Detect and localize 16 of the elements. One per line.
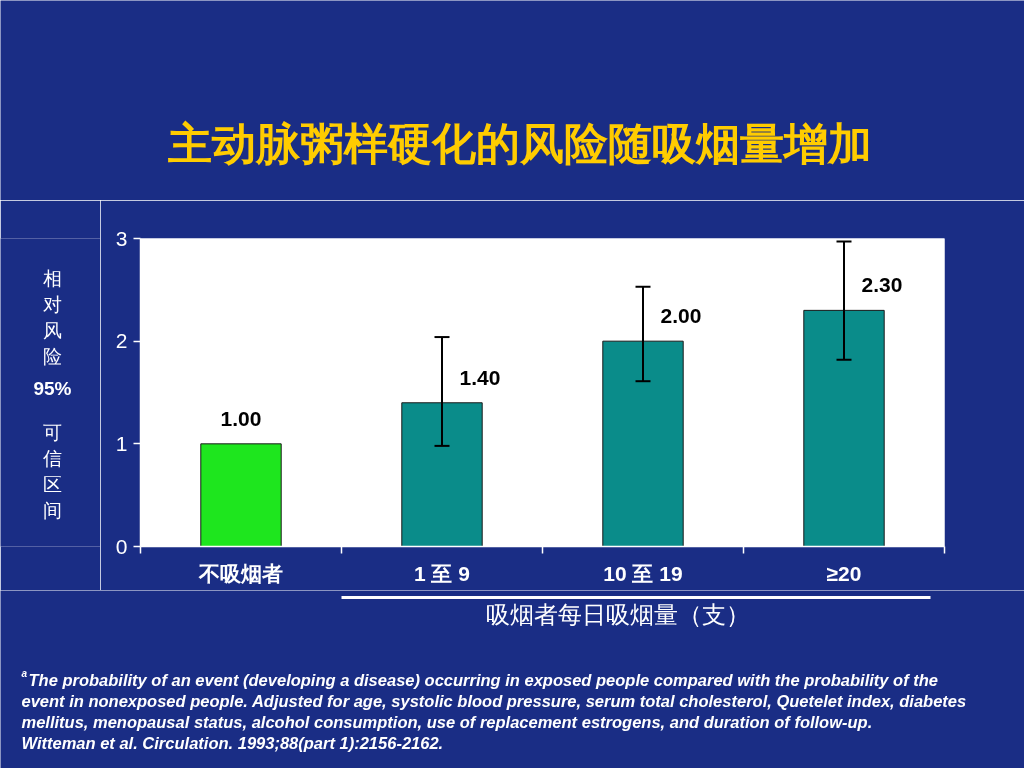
- data-label: 1.00: [220, 406, 262, 430]
- y-tick-label: 3: [115, 226, 128, 250]
- x-tick-label: ≥20: [826, 561, 862, 585]
- data-label: 1.40: [459, 365, 501, 389]
- data-label: 2.00: [660, 304, 702, 328]
- text: Witteman et al. Circulation. 1993;88(part 1):2156-2162.: [21, 733, 444, 752]
- y-tick-label: 1: [115, 431, 128, 455]
- x-tick-label: 10 至 19: [603, 561, 683, 585]
- data-label: 2.30: [861, 273, 903, 297]
- y-tick-label: 0: [115, 534, 128, 558]
- y-tick-label: 2: [115, 329, 128, 353]
- x-tick-label: 不吸烟者: [198, 561, 283, 585]
- text: 相对风险 95% 可信区间: [33, 268, 72, 521]
- x-tick-label: 1 至 9: [413, 561, 471, 585]
- x-axis-title: 吸烟者每日吸烟量（支）: [486, 601, 750, 628]
- chart-title: 主动脉粥样硬化的风险随吸烟量增加: [166, 119, 872, 168]
